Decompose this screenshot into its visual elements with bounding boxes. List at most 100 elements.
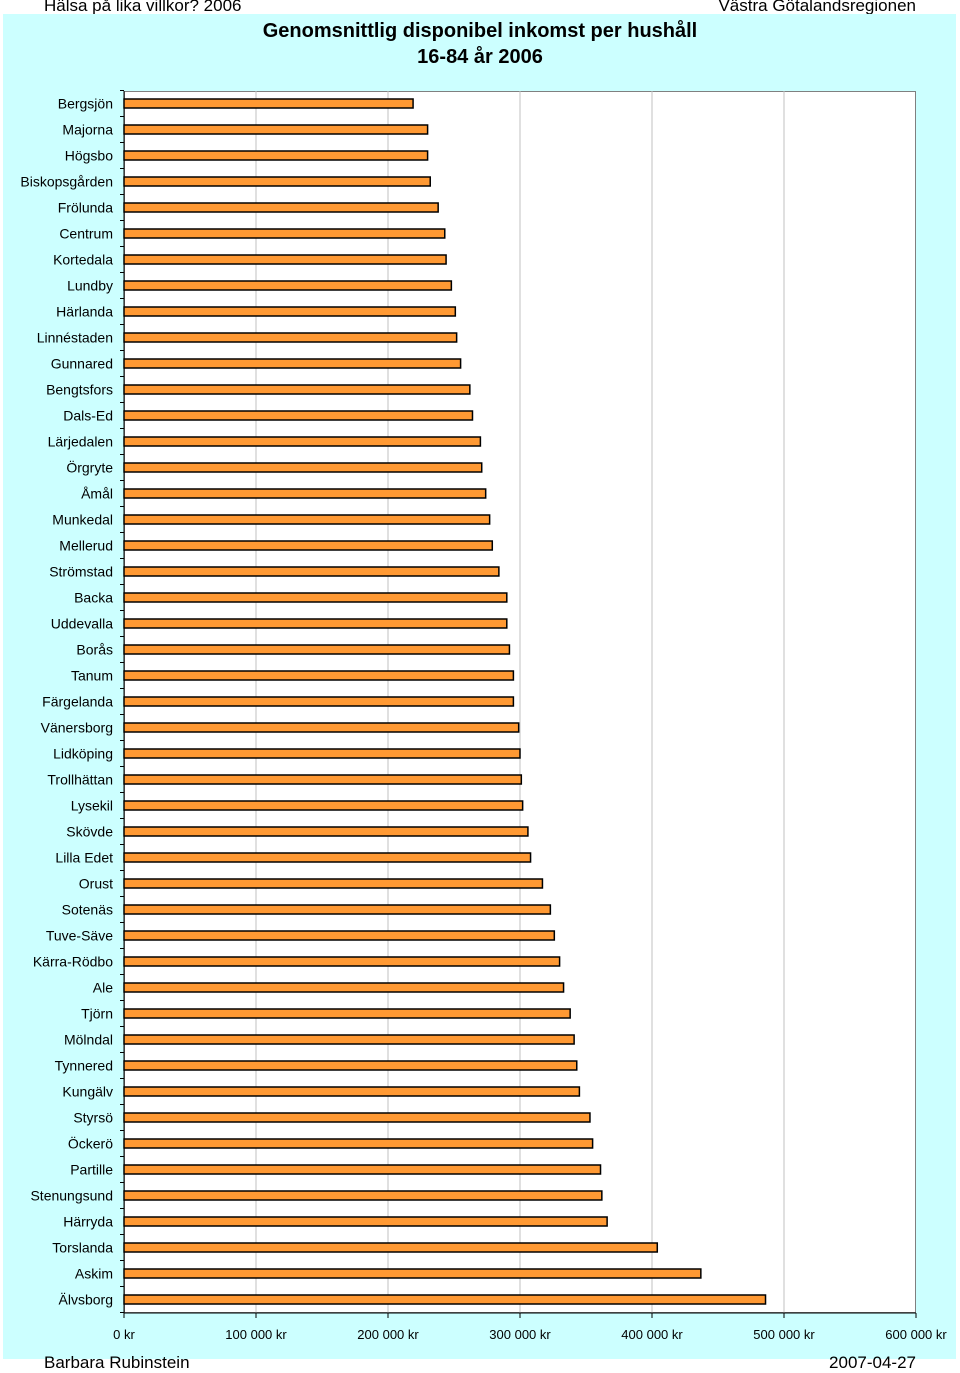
category-label: Uddevalla xyxy=(51,616,113,632)
category-label: Styrsö xyxy=(73,1110,113,1126)
category-label: Lärjedalen xyxy=(48,434,113,450)
footer-author: Barbara Rubinstein xyxy=(44,1353,190,1372)
bar xyxy=(123,358,462,369)
bar xyxy=(123,800,524,811)
bar xyxy=(123,1242,659,1253)
bar xyxy=(123,956,561,967)
header-left-text: Hälsa på lika villkor? 2006 xyxy=(44,0,242,15)
bar xyxy=(123,1112,591,1123)
bar xyxy=(123,1190,603,1201)
x-tick-label: 300 000 kr xyxy=(489,1327,551,1342)
category-label: Linnéstaden xyxy=(37,330,113,346)
page-footer: Barbara Rubinstein 2007-04-27 xyxy=(0,1353,960,1373)
bar xyxy=(123,670,515,681)
bar xyxy=(123,488,487,499)
bar xyxy=(123,1008,571,1019)
bar xyxy=(123,1034,575,1045)
bar xyxy=(123,904,552,915)
bar xyxy=(123,436,482,447)
category-label: Lilla Edet xyxy=(55,850,113,866)
category-label: Dals-Ed xyxy=(63,408,113,424)
category-label: Torslanda xyxy=(52,1240,113,1256)
bar xyxy=(123,1164,602,1175)
bar xyxy=(123,202,439,213)
category-label: Ale xyxy=(93,980,113,996)
category-label: Vänersborg xyxy=(41,720,113,736)
bar xyxy=(123,1060,578,1071)
category-label: Backa xyxy=(74,590,113,606)
bar xyxy=(123,566,500,577)
bar xyxy=(123,150,429,161)
category-label: Kungälv xyxy=(62,1084,113,1100)
bar xyxy=(123,254,447,265)
chart-title-block: Genomsnittlig disponibel inkomst per hus… xyxy=(0,18,960,70)
x-tick-label: 0 kr xyxy=(113,1327,135,1342)
x-tick-label: 400 000 kr xyxy=(621,1327,683,1342)
chart-title: Genomsnittlig disponibel inkomst per hus… xyxy=(262,20,698,42)
category-label: Bergsjön xyxy=(58,96,113,112)
x-tick-label: 500 000 kr xyxy=(753,1327,815,1342)
bar xyxy=(123,98,414,109)
category-label: Lundby xyxy=(67,278,113,294)
bar xyxy=(123,462,483,473)
category-label: Öckerö xyxy=(68,1135,113,1152)
bar xyxy=(123,176,431,187)
bar xyxy=(123,384,471,395)
category-label: Åmål xyxy=(81,486,113,502)
bar xyxy=(123,410,474,421)
x-tick-label: 600 000 kr xyxy=(885,1327,947,1342)
bar xyxy=(123,228,446,239)
bar xyxy=(123,774,523,785)
category-label: Mellerud xyxy=(59,538,113,554)
bar xyxy=(123,644,511,655)
category-label: Mölndal xyxy=(64,1032,113,1048)
category-label: Trollhättan xyxy=(47,772,113,788)
category-label: Tjörn xyxy=(81,1006,113,1022)
category-label: Härlanda xyxy=(56,304,113,320)
category-label: Färgelanda xyxy=(42,694,113,710)
x-tick-label: 100 000 kr xyxy=(225,1327,287,1342)
bar xyxy=(123,930,556,941)
bar xyxy=(123,852,532,863)
bar xyxy=(123,1086,581,1097)
bar xyxy=(123,618,508,629)
category-label: Majorna xyxy=(62,122,113,138)
category-label: Stenungsund xyxy=(30,1188,113,1204)
bar xyxy=(123,124,429,135)
category-label: Bengtsfors xyxy=(46,382,113,398)
bar xyxy=(123,826,529,837)
bar xyxy=(123,748,521,759)
category-label: Strömstad xyxy=(49,564,113,580)
category-label: Borås xyxy=(76,642,113,658)
category-label: Biskopsgården xyxy=(20,174,113,190)
category-label: Örgryte xyxy=(66,459,113,476)
bar xyxy=(123,1294,767,1305)
category-label: Centrum xyxy=(59,226,113,242)
category-label: Älvsborg xyxy=(59,1292,113,1308)
category-label: Sotenäs xyxy=(62,902,113,918)
category-label: Munkedal xyxy=(52,512,113,528)
bar xyxy=(123,306,457,317)
category-label: Frölunda xyxy=(58,200,113,216)
category-label: Askim xyxy=(75,1266,113,1282)
category-label: Högsbo xyxy=(65,148,113,164)
bar xyxy=(123,280,453,291)
bar xyxy=(123,1268,702,1279)
bar xyxy=(123,592,508,603)
footer-date: 2007-04-27 xyxy=(829,1353,916,1372)
category-label: Gunnared xyxy=(51,356,113,372)
category-label: Lysekil xyxy=(71,798,113,814)
chart-subtitle: 16-84 år 2006 xyxy=(417,46,543,68)
page-header: Hälsa på lika villkor? 2006 Västra Götal… xyxy=(0,0,960,16)
category-label: Skövde xyxy=(66,824,113,840)
category-label: Tuve-Säve xyxy=(46,928,113,944)
bar xyxy=(123,878,544,889)
category-label: Lidköping xyxy=(53,746,113,762)
bar xyxy=(123,540,494,551)
bar xyxy=(123,514,491,525)
bar xyxy=(123,1216,608,1227)
category-label: Partille xyxy=(70,1162,113,1178)
bar xyxy=(123,982,565,993)
category-label: Kärra-Rödbo xyxy=(33,954,113,970)
category-label: Kortedala xyxy=(53,252,113,268)
